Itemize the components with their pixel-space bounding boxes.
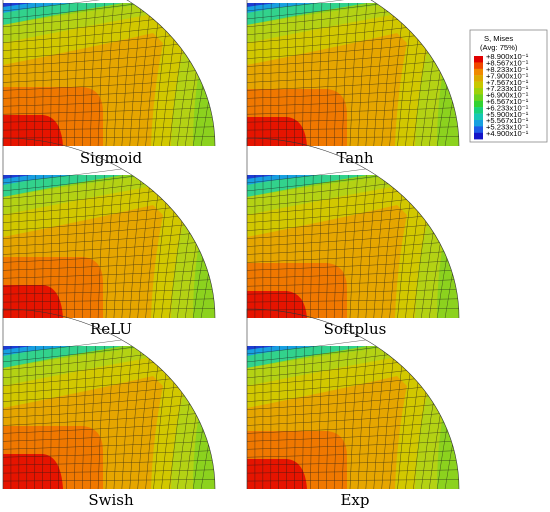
legend-label: +5.900x10⁻¹ [486,110,529,119]
legend-swatch [474,126,483,133]
contour-panel-sigmoid [2,0,216,147]
legend-label: +5.567x10⁻¹ [486,116,529,125]
legend-label: +6.567x10⁻¹ [486,97,529,106]
legend-label: +7.233x10⁻¹ [486,84,529,93]
legend-label: +6.900x10⁻¹ [486,91,529,100]
legend-label: +8.233x10⁻¹ [486,65,529,74]
legend-swatch [474,100,483,108]
legend-swatch [474,56,483,63]
legend-subtitle: (Avg: 75%) [480,43,518,52]
legend-swatch [474,120,483,127]
legend-label: +5.233x10⁻¹ [486,123,529,132]
legend-swatch [474,132,483,140]
legend-label: +8.900x10⁻¹ [486,52,529,61]
caption-tanh: Tanh [336,149,373,167]
legend-swatch [474,94,483,101]
legend-swatch [474,88,483,95]
legend-swatch [474,81,483,89]
caption-relu: ReLU [90,320,132,338]
legend-swatch [474,75,483,82]
legend-label: +8.567x10⁻¹ [486,59,529,68]
color-legend: S, Mises (Avg: 75%) +8.900x10⁻¹+8.567x10… [469,29,548,143]
caption-exp: Exp [340,491,369,509]
legend-label: +7.900x10⁻¹ [486,71,529,80]
contour-panel-relu [2,137,216,319]
caption-softplus: Softplus [324,320,387,338]
legend-swatch [474,62,483,69]
legend-swatch [474,107,483,114]
legend-label: +4.900x10⁻¹ [486,129,529,138]
caption-swish: Swish [88,491,134,509]
legend-label: +7.567x10⁻¹ [486,78,529,87]
contour-panel-softplus [246,137,460,319]
contour-panel-tanh [246,0,460,147]
legend-title: S, Mises [484,34,513,43]
legend-label: +6.233x10⁻¹ [486,103,529,112]
caption-sigmoid: Sigmoid [80,149,143,167]
legend-swatch [474,113,483,121]
legend-swatch [474,68,483,76]
